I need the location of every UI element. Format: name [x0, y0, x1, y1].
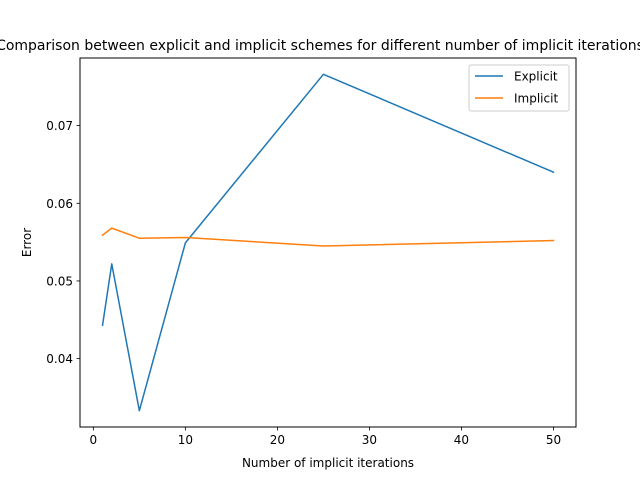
- x-tick-label: 30: [362, 433, 377, 447]
- x-axis-ticks: 0 10 20 30 40 50: [90, 427, 561, 447]
- series-line-explicit: [101, 73, 555, 412]
- y-axis-ticks: 0.04 0.05 0.06 0.07: [46, 119, 80, 366]
- x-tick-label: 40: [454, 433, 469, 447]
- x-axis-label: Number of implicit iterations: [242, 456, 414, 470]
- y-tick-label: 0.06: [46, 197, 73, 211]
- legend: Explicit Implicit: [468, 64, 570, 112]
- series-layer: [101, 73, 555, 412]
- x-tick-label: 50: [546, 433, 561, 447]
- y-tick-label: 0.05: [46, 274, 73, 288]
- y-tick-label: 0.04: [46, 352, 73, 366]
- legend-label-explicit: Explicit: [514, 70, 558, 84]
- y-tick-label: 0.07: [46, 119, 73, 133]
- x-tick-label: 10: [178, 433, 193, 447]
- legend-label-implicit: Implicit: [514, 92, 558, 106]
- chart-title: Comparison between explicit and implicit…: [0, 38, 640, 54]
- plot-frame: [79, 57, 577, 428]
- x-tick-label: 0: [90, 433, 98, 447]
- x-tick-label: 20: [270, 433, 285, 447]
- y-axis-label: Error: [20, 228, 34, 257]
- series-line-implicit: [101, 227, 555, 247]
